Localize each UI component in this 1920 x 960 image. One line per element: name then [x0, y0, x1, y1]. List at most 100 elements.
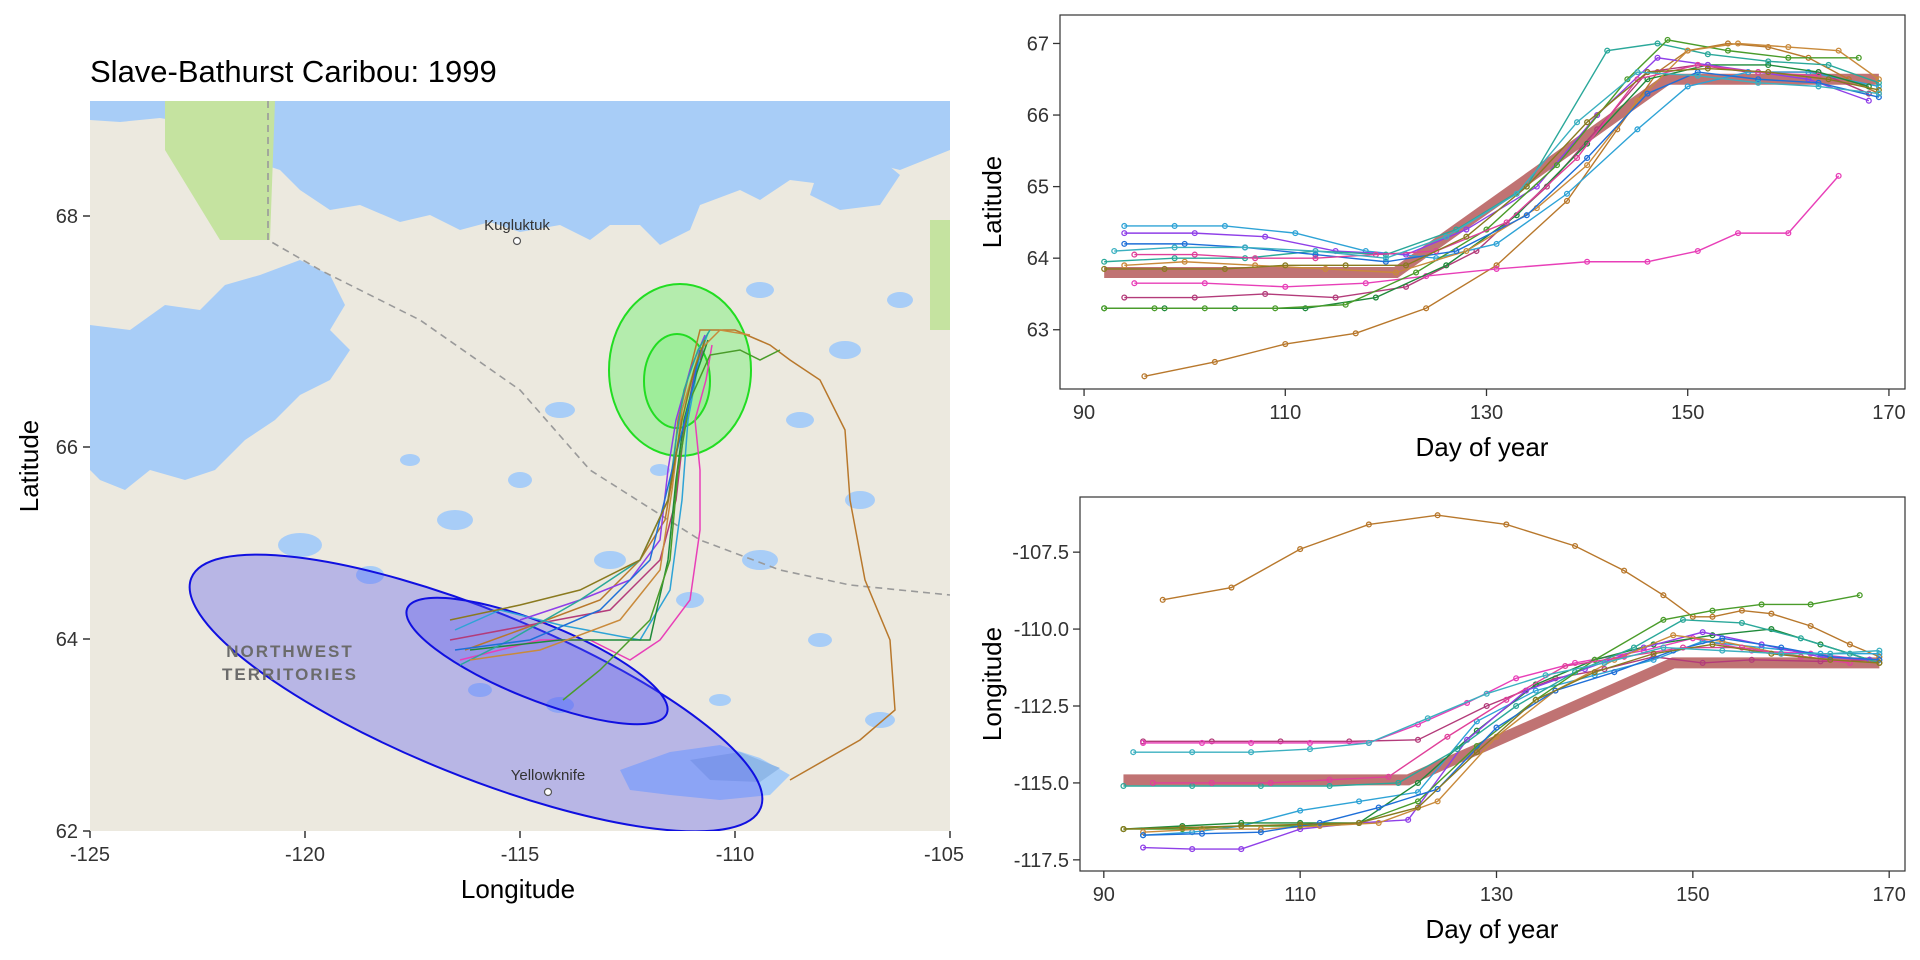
lat-y-axis-label: Latitude — [977, 156, 1007, 249]
lon-data-point — [1120, 826, 1127, 833]
basemap — [90, 101, 950, 831]
map-y-tick: 62 — [56, 821, 78, 843]
bay-east — [810, 150, 900, 210]
lat-data-point — [1493, 240, 1500, 247]
lon-data-point — [1650, 650, 1657, 657]
lon-data-point — [1149, 779, 1156, 786]
lat-data-point — [1825, 61, 1832, 68]
lon-data-point — [1414, 804, 1422, 811]
lon-data-point — [1571, 542, 1579, 550]
lat-data-point — [1644, 90, 1651, 97]
lat-data-point — [1513, 190, 1520, 197]
lon-data-point — [1405, 816, 1412, 823]
lat-data-point — [1191, 230, 1198, 237]
lat-data-point — [1865, 83, 1872, 90]
lon-data-point — [1846, 650, 1853, 657]
winter-range-inner — [405, 596, 669, 726]
lon-data-point — [1140, 832, 1147, 839]
lat-data-point — [1392, 269, 1400, 276]
place-label-yellowknife: Yellowknife — [511, 767, 586, 784]
lon-data-point — [1630, 644, 1637, 651]
lat-data-point — [1563, 197, 1571, 204]
region-label-line2: TERRITORIES — [222, 665, 358, 684]
lat-data-point — [1704, 51, 1711, 58]
lat-data-point — [1654, 40, 1661, 47]
lat-x-tick-label: 110 — [1269, 402, 1301, 424]
place-label-kugluktuk: Kugluktuk — [484, 217, 550, 234]
lon-panel-frame — [1079, 496, 1906, 872]
lat-axes: 90 110 130 150 170 63 64 65 66 67 — [1027, 33, 1906, 424]
map-x-axis-label: Longitude — [461, 874, 575, 904]
lon-series-line — [1143, 637, 1870, 744]
lat-y-tick-label: 64 — [1027, 248, 1049, 270]
lon-data-point — [1297, 821, 1304, 828]
lon-data-point — [1306, 739, 1314, 746]
lat-x-tick-label: 170 — [1872, 402, 1905, 424]
lon-data-point — [1159, 596, 1166, 603]
lon-data-point — [1768, 610, 1775, 617]
lon-data-point — [1827, 656, 1834, 663]
track-10 — [454, 349, 701, 651]
lat-data-point — [1322, 265, 1329, 272]
lon-data-point — [1414, 736, 1422, 743]
lat-data-point — [1201, 305, 1208, 312]
lat-data-point — [1121, 262, 1128, 269]
lat-data-point — [1171, 255, 1178, 262]
lon-data-point — [1140, 844, 1147, 851]
lat-data-point — [1765, 43, 1772, 51]
lon-data-point — [1198, 739, 1206, 746]
lon-data-point — [1503, 696, 1510, 703]
lat-data-point — [1875, 76, 1882, 83]
track-9 — [469, 329, 751, 661]
lat-data-point — [1161, 265, 1168, 272]
lat-data-point — [1875, 79, 1882, 86]
lon-data-point — [1591, 656, 1598, 663]
winter-range-outer — [188, 553, 764, 831]
lon-x-tick-label: 150 — [1676, 884, 1709, 906]
lat-data-point — [1463, 233, 1470, 240]
lat-y-tick-label: 67 — [1027, 33, 1049, 55]
lat-data-point — [1131, 280, 1138, 287]
lat-data-point — [1221, 222, 1228, 230]
region-label-line1: NORTHWEST — [226, 642, 354, 661]
lon-data-point — [1621, 567, 1628, 574]
lat-series-line — [1114, 71, 1879, 259]
lon-series-1 — [1159, 512, 1883, 660]
lon-data-point — [1189, 749, 1196, 756]
lon-x-tick-label: 110 — [1284, 884, 1316, 906]
lon-data-point — [1297, 807, 1304, 814]
lat-data-point — [1191, 294, 1198, 301]
lon-data-point — [1434, 786, 1441, 793]
lat-data-point — [1734, 230, 1742, 237]
lon-data-point — [1326, 782, 1333, 790]
lat-series-line — [1144, 42, 1880, 377]
lat-data-point — [1493, 262, 1500, 269]
lon-data-point — [1513, 702, 1520, 710]
lat-data-point — [1875, 86, 1882, 94]
lat-data-point — [1553, 162, 1560, 169]
lat-series-line — [1104, 67, 1880, 270]
lon-data-point — [1424, 715, 1431, 722]
lon-data-point — [1414, 779, 1422, 786]
lat-data-point — [1101, 265, 1108, 272]
lat-data-point — [1101, 258, 1108, 265]
great-bear-lake — [90, 260, 350, 490]
lat-series-11 — [1131, 61, 1822, 262]
lat-data-point — [1342, 262, 1349, 269]
lon-data-point — [1248, 749, 1255, 756]
lat-data-point — [1584, 119, 1591, 126]
lon-data-point — [1375, 804, 1382, 811]
lat-data-point — [1825, 76, 1832, 83]
lat-data-point — [1584, 258, 1591, 265]
lon-data-point — [1748, 656, 1755, 663]
lat-data-point — [1352, 330, 1359, 337]
lat-data-point — [1282, 341, 1289, 348]
lat-data-point — [1755, 76, 1762, 83]
lat-data-point — [1724, 47, 1732, 54]
lat-data-point — [1282, 283, 1289, 290]
lat-series-8 — [1101, 36, 1862, 312]
lon-data-point — [1699, 629, 1706, 636]
lat-data-point — [1171, 222, 1178, 230]
lon-y-tick-label: -112.5 — [1014, 696, 1069, 718]
lon-data-point — [1356, 819, 1363, 826]
